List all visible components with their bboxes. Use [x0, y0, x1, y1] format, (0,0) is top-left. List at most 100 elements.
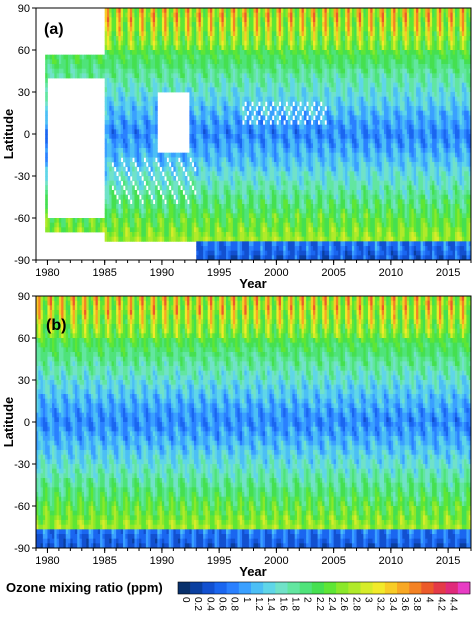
heatmap-cell [303, 64, 307, 70]
heatmap-cell [132, 227, 135, 233]
heatmap-cell [145, 68, 149, 74]
heatmap-cell [278, 8, 282, 14]
heatmap-cell [145, 232, 149, 238]
heatmap-cell [214, 204, 218, 210]
heatmap-cell [187, 40, 190, 46]
heatmap-cell [244, 129, 248, 135]
heatmap-cell [219, 115, 222, 121]
heatmap-cell [255, 236, 259, 242]
heatmap-cell [253, 232, 257, 238]
heatmap-cell [109, 54, 112, 60]
heatmap-cell [136, 26, 140, 32]
heatmap-cell [242, 134, 245, 140]
heatmap-cell [123, 64, 126, 70]
heatmap-cell [132, 222, 135, 228]
heatmap-cell [242, 110, 245, 116]
heatmap-cell [134, 180, 138, 186]
heatmap-cell [242, 36, 245, 42]
heatmap-cell [287, 45, 291, 51]
heatmap-cell [203, 36, 206, 42]
heatmap-cell [81, 64, 85, 70]
heatmap-cell [235, 190, 238, 196]
heatmap-cell [216, 87, 220, 93]
heatmap-cell [232, 87, 236, 93]
heatmap-cell [219, 227, 222, 233]
heatmap-cell [104, 40, 108, 46]
heatmap-cell [280, 115, 284, 121]
heatmap-cell [306, 59, 309, 65]
heatmap-cell [196, 194, 199, 200]
heatmap-cell [290, 138, 293, 144]
heatmap-cell [216, 50, 220, 56]
heatmap-cell [219, 241, 222, 247]
heatmap-cell [306, 54, 309, 60]
heatmap-cell [155, 213, 158, 219]
heatmap-cell [322, 40, 325, 46]
heatmap-cell [191, 68, 195, 74]
heatmap-cell [148, 26, 151, 32]
heatmap-cell [239, 110, 243, 116]
heatmap-cell [283, 26, 286, 32]
heatmap-cell [45, 59, 48, 65]
heatmap-cell [278, 241, 282, 247]
heatmap-cell [198, 218, 202, 224]
heatmap-cell [315, 213, 319, 219]
heatmap-cell [157, 68, 161, 74]
heatmap-cell [319, 171, 323, 177]
heatmap-cell [196, 106, 199, 112]
heatmap-cell [127, 143, 131, 149]
heatmap-cell [141, 120, 145, 126]
heatmap-cell [166, 22, 170, 28]
heatmap-cell [139, 138, 142, 144]
heatmap-cell [205, 241, 209, 247]
heatmap-cell [150, 120, 154, 126]
heatmap-cell [269, 129, 273, 135]
heatmap-cell [237, 12, 241, 18]
heatmap-cell [145, 134, 149, 140]
heatmap-cell [173, 208, 177, 214]
heatmap-cell [264, 96, 268, 102]
heatmap-cell [173, 17, 177, 23]
heatmap-cell [285, 152, 289, 158]
heatmap-cell [150, 124, 154, 130]
heatmap-cell [109, 50, 112, 56]
heatmap-cell [299, 246, 302, 252]
heatmap-cell [303, 68, 307, 74]
heatmap-cell [129, 22, 133, 28]
heatmap-cell [297, 73, 300, 79]
heatmap-cell [242, 152, 245, 158]
heatmap-cell [155, 190, 158, 196]
heatmap-cell [193, 134, 197, 140]
heatmap-cell [274, 236, 277, 242]
heatmap-cell [171, 8, 174, 14]
heatmap-cell [324, 190, 328, 196]
heatmap-cell [184, 59, 188, 65]
heatmap-cell [280, 26, 284, 32]
heatmap-cell [214, 78, 218, 84]
heatmap-cell [212, 138, 215, 144]
heatmap-cell [283, 138, 286, 144]
heatmap-cell [237, 17, 241, 23]
heatmap-cell [129, 96, 133, 102]
heatmap-cell [223, 106, 227, 112]
heatmap-cell [303, 26, 307, 32]
heatmap-cell [198, 236, 202, 242]
heatmap-cell [310, 250, 314, 256]
heatmap-cell [104, 204, 108, 210]
heatmap-cell [317, 45, 321, 51]
heatmap-cell [219, 120, 222, 126]
heatmap-cell [212, 246, 215, 252]
heatmap-cell [219, 213, 222, 219]
heatmap-cell [242, 255, 245, 260]
heatmap-cell [290, 148, 293, 154]
heatmap-cell [269, 232, 273, 238]
heatmap-cell [164, 171, 167, 177]
heatmap-cell [207, 115, 211, 121]
heatmap-cell [184, 213, 188, 219]
heatmap-cell [230, 78, 234, 84]
heatmap-cell [308, 59, 312, 65]
heatmap-cell [235, 96, 238, 102]
heatmap-cell [262, 134, 266, 140]
heatmap-cell [274, 40, 277, 46]
heatmap-cell [248, 50, 252, 56]
